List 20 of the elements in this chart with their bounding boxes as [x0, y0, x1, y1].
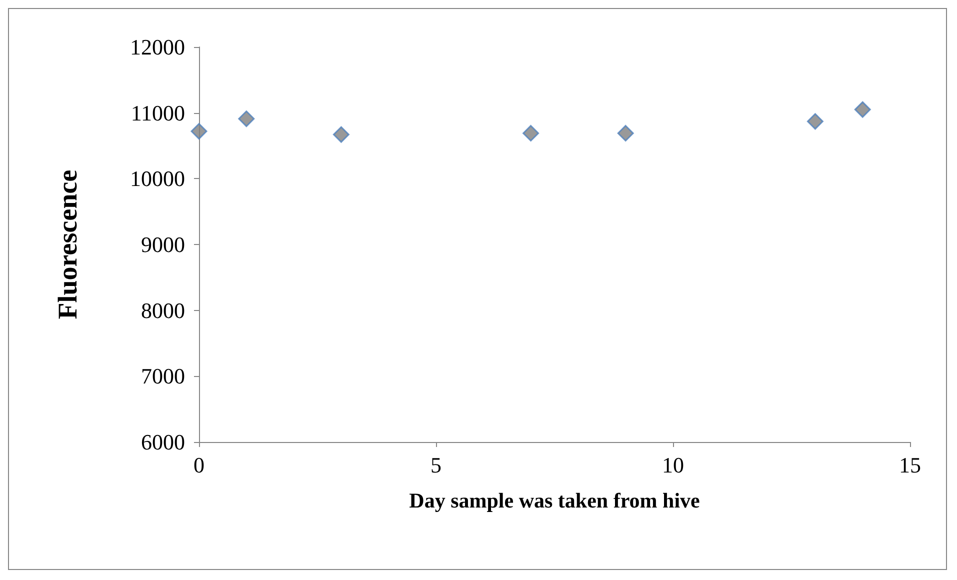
y-tick-label: 9000	[141, 232, 185, 257]
y-tick-label: 11000	[130, 100, 185, 126]
y-tick-label: 7000	[141, 364, 185, 389]
y-tick-label: 8000	[141, 298, 185, 323]
x-tick-label: 0	[194, 452, 204, 478]
y-tick-label: 12000	[130, 34, 185, 60]
point	[238, 110, 255, 128]
point	[332, 126, 350, 143]
x-tick-label: 10	[662, 452, 684, 478]
y-tick-label: 10000	[130, 166, 185, 192]
point	[190, 123, 208, 140]
y-axis-title: Fluorescence	[52, 170, 82, 320]
point	[806, 113, 824, 130]
x-tick-label: 15	[899, 452, 921, 478]
point	[522, 124, 540, 142]
y-tick-label: 6000	[141, 430, 185, 454]
x-tick-label: 5	[430, 452, 442, 478]
point	[617, 124, 634, 142]
point	[854, 101, 871, 118]
x-axis-title: Day sample was taken from hive	[409, 488, 700, 512]
